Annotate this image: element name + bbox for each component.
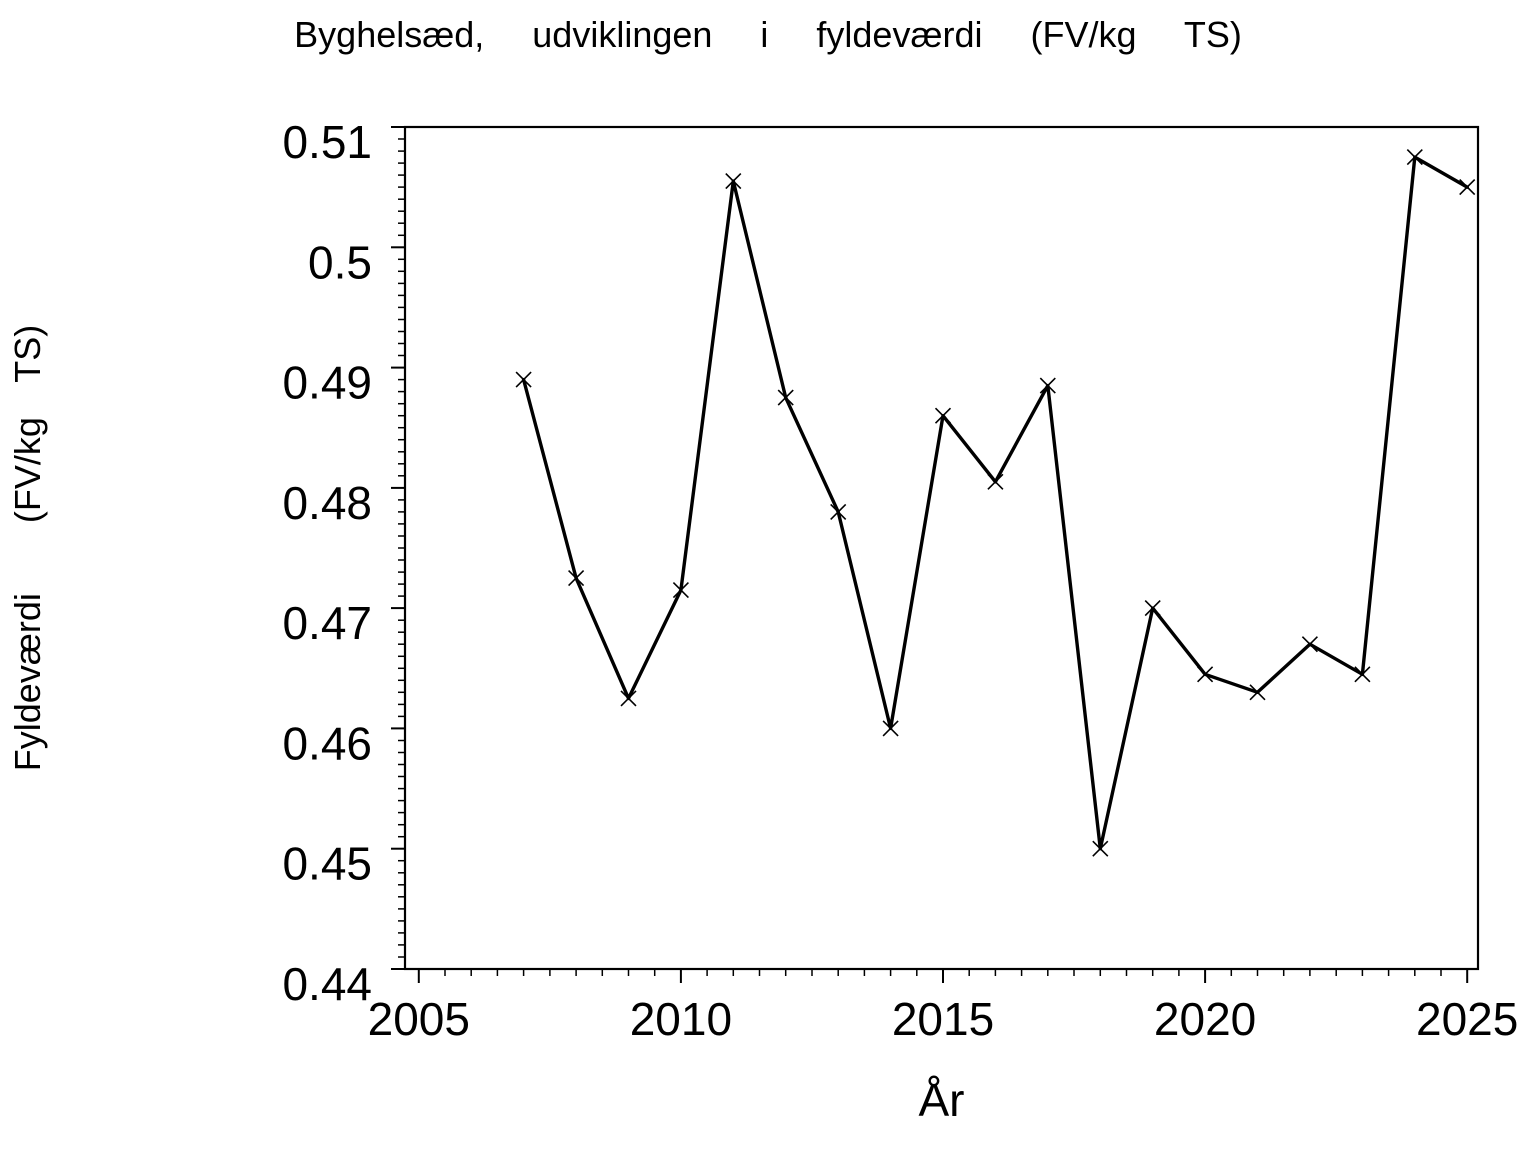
svg-text:2020: 2020 xyxy=(1154,993,1256,1045)
svg-text:0.49: 0.49 xyxy=(282,357,372,409)
svg-text:2010: 2010 xyxy=(630,993,732,1045)
svg-text:2005: 2005 xyxy=(368,993,470,1045)
svg-text:År: År xyxy=(919,1074,965,1126)
svg-text:0.47: 0.47 xyxy=(282,597,372,649)
svg-text:0.45: 0.45 xyxy=(282,838,372,890)
svg-text:0.46: 0.46 xyxy=(282,717,372,769)
svg-text:2025: 2025 xyxy=(1416,993,1518,1045)
svg-text:Fyldeværdi (FV/kg TS): Fyldeværdi (FV/kg TS) xyxy=(7,325,48,771)
svg-text:0.5: 0.5 xyxy=(308,236,372,288)
svg-text:0.51: 0.51 xyxy=(282,116,372,168)
svg-text:0.44: 0.44 xyxy=(282,958,372,1010)
svg-text:0.48: 0.48 xyxy=(282,477,372,529)
svg-text:2015: 2015 xyxy=(892,993,994,1045)
